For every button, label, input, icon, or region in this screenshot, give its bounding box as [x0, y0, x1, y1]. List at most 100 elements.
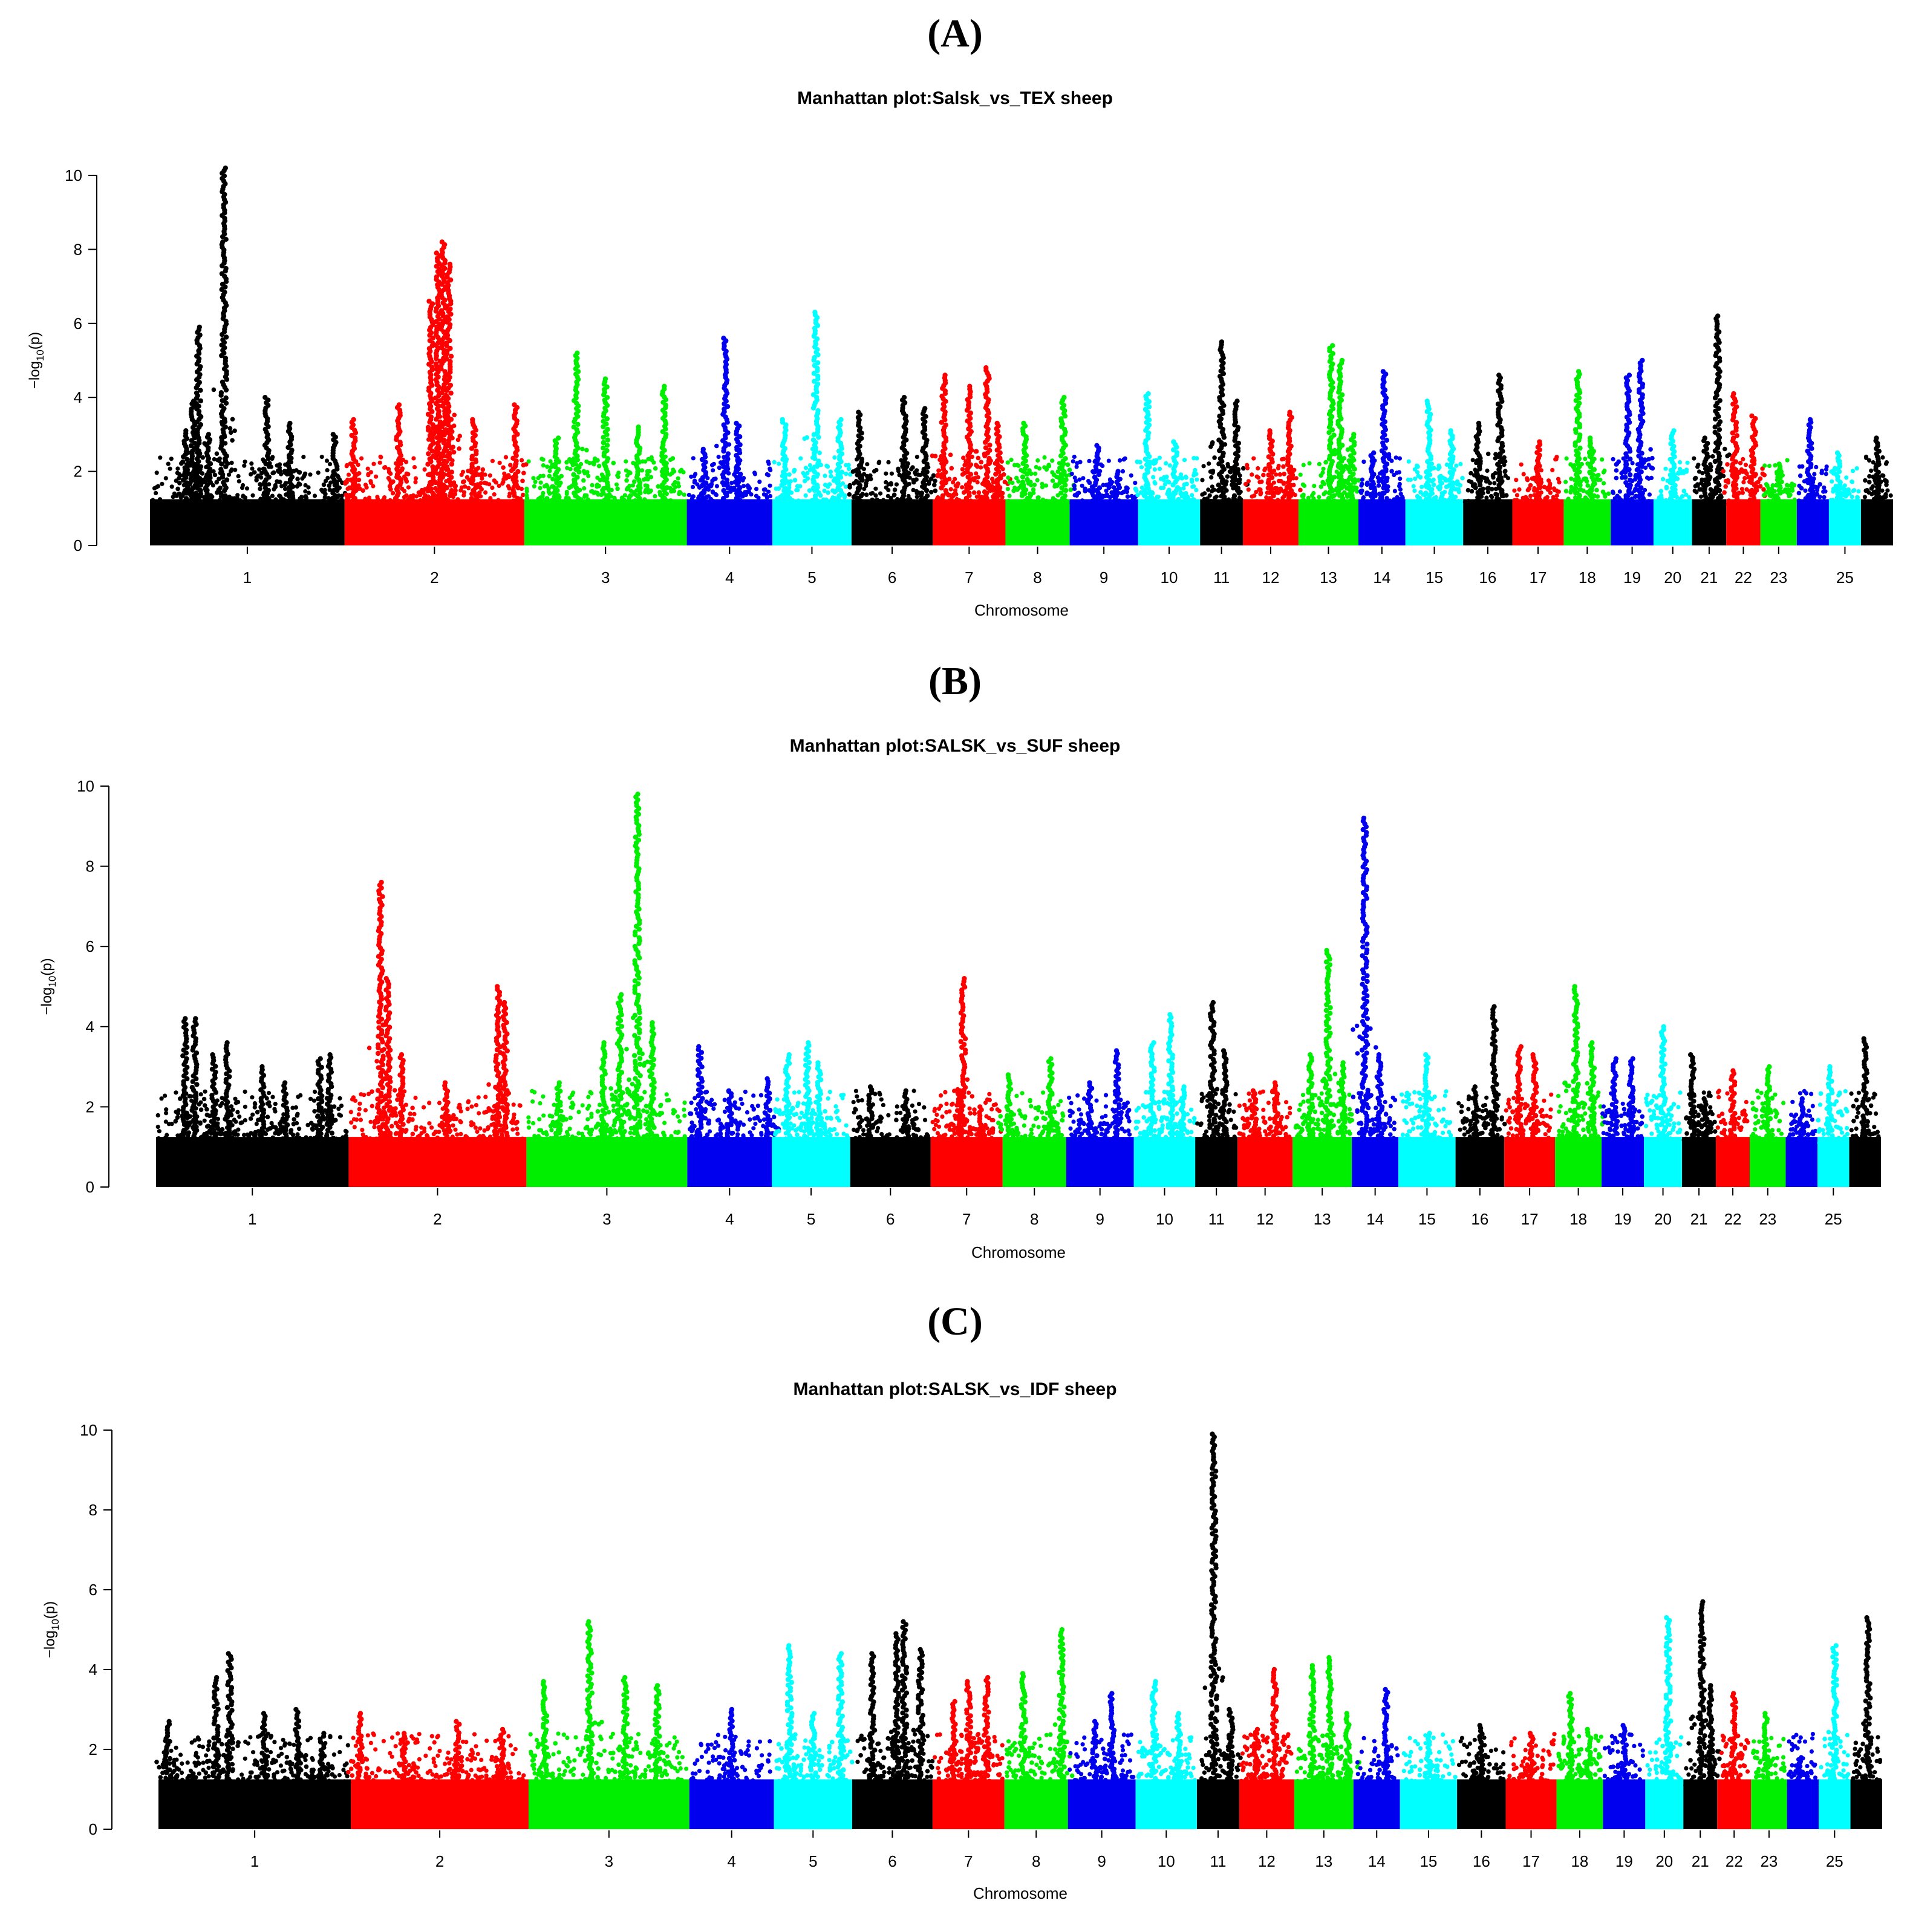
snp-point: [586, 497, 590, 501]
snp-point: [433, 480, 438, 485]
snp-point: [544, 503, 548, 507]
snp-point: [755, 503, 760, 507]
snp-point: [436, 429, 441, 434]
snp-point: [590, 489, 595, 493]
snp-point: [168, 467, 172, 471]
snp-point: [573, 503, 578, 507]
snp-point: [756, 496, 760, 500]
snp-point: [711, 489, 715, 494]
snp-point: [765, 472, 769, 476]
snp-point: [230, 467, 234, 472]
snp-point: [682, 501, 686, 505]
snp-point: [228, 426, 233, 431]
snp-point: [222, 399, 227, 404]
snp-point: [391, 480, 396, 484]
snp-point: [498, 461, 502, 465]
snp-point: [527, 460, 531, 464]
chromosome-3-peak-0: [564, 351, 589, 504]
snp-point: [177, 476, 181, 481]
snp-point: [374, 475, 378, 479]
snp-point: [682, 493, 686, 497]
snp-point: [215, 451, 220, 456]
snp-point: [729, 487, 734, 492]
snp-point: [462, 503, 466, 507]
snp-point: [445, 466, 449, 471]
snp-point: [721, 488, 726, 493]
snp-point: [556, 435, 561, 440]
snp-point: [296, 500, 300, 504]
snp-point: [428, 487, 433, 492]
snp-point: [768, 467, 772, 471]
snp-point: [298, 470, 302, 475]
snp-point: [205, 488, 210, 493]
snp-point: [465, 475, 470, 480]
snp-point: [539, 481, 543, 485]
snp-point: [473, 469, 478, 474]
snp-point: [234, 503, 238, 507]
snp-point: [453, 485, 458, 490]
snp-point: [245, 486, 249, 490]
snp-point: [353, 478, 358, 483]
snp-point: [571, 472, 576, 477]
snp-point: [524, 493, 529, 497]
snp-point: [255, 503, 259, 507]
snp-point: [331, 432, 336, 437]
snp-point: [595, 491, 600, 496]
snp-point: [413, 480, 417, 484]
snp-point: [160, 482, 164, 486]
snp-point: [227, 473, 231, 477]
snp-point: [405, 479, 409, 484]
snp-point: [404, 493, 409, 498]
snp-point: [753, 472, 757, 476]
snp-point: [261, 467, 266, 472]
snp-point: [316, 470, 321, 475]
snp-point: [559, 499, 564, 504]
snp-point: [507, 494, 512, 498]
snp-point: [423, 493, 428, 498]
snp-point: [240, 486, 244, 490]
snp-point: [662, 503, 666, 507]
snp-point: [470, 417, 475, 422]
snp-point: [179, 461, 184, 466]
snp-point: [624, 460, 628, 464]
snp-point: [636, 484, 641, 489]
snp-point: [483, 481, 487, 486]
snp-point: [321, 499, 325, 503]
snp-point: [687, 493, 691, 497]
snp-point: [249, 461, 253, 466]
snp-point: [585, 503, 590, 507]
snp-point: [334, 483, 339, 487]
snp-point: [714, 493, 719, 497]
chromosome-4-points: [687, 336, 773, 545]
snp-point: [272, 470, 276, 475]
snp-point: [257, 467, 261, 472]
snp-point: [662, 487, 667, 492]
snp-point: [624, 478, 629, 483]
snp-point: [728, 500, 732, 504]
snp-point: [362, 501, 366, 505]
snp-point: [691, 485, 695, 489]
snp-point: [371, 462, 376, 466]
snp-point: [735, 470, 740, 475]
snp-point: [614, 483, 619, 487]
snp-point: [250, 466, 254, 470]
snp-point: [166, 462, 171, 466]
snp-point: [154, 491, 158, 495]
snp-point: [500, 481, 504, 486]
snp-point: [552, 494, 557, 499]
snp-point: [644, 476, 648, 481]
snp-point: [452, 423, 457, 428]
snp-point: [653, 494, 657, 498]
snp-point: [219, 390, 224, 395]
snp-point: [387, 470, 392, 475]
snp-point: [158, 455, 162, 460]
snp-point: [580, 447, 585, 452]
snp-point: [431, 426, 435, 431]
snp-point: [701, 447, 706, 452]
snp-point: [472, 488, 477, 493]
snp-point: [311, 501, 316, 506]
snp-point: [754, 487, 758, 491]
snp-point: [564, 502, 568, 506]
chromosome-1-peak-7: [321, 432, 347, 504]
snp-point: [444, 356, 449, 361]
